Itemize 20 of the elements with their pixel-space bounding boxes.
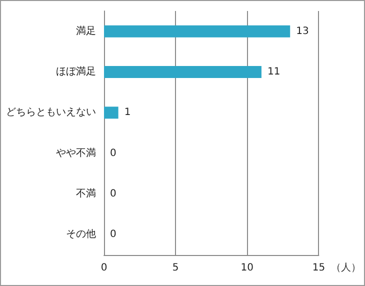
x-tick-label: 10 — [240, 262, 254, 274]
y-tick-label: ほぼ満足 — [56, 66, 96, 78]
bar — [104, 25, 290, 38]
bar — [104, 106, 118, 119]
data-label: 0 — [110, 148, 116, 159]
bar — [104, 66, 262, 78]
data-label: 0 — [110, 229, 116, 240]
y-tick-label: やや不満 — [56, 146, 96, 159]
data-label: 11 — [267, 66, 280, 78]
x-tick-label: 5 — [172, 262, 179, 274]
x-tick-label: 0 — [100, 262, 108, 274]
data-label: 13 — [296, 26, 309, 37]
data-label: 0 — [110, 188, 116, 200]
x-axis-title: （人） — [331, 262, 361, 274]
y-tick-label: その他 — [66, 228, 96, 240]
y-tick-label: 不満 — [76, 188, 96, 200]
y-tick-label: 満足 — [76, 24, 96, 37]
x-tick-label: 15 — [312, 262, 326, 274]
data-label: 1 — [124, 107, 131, 118]
y-tick-label: どちらともいえない — [6, 107, 96, 118]
